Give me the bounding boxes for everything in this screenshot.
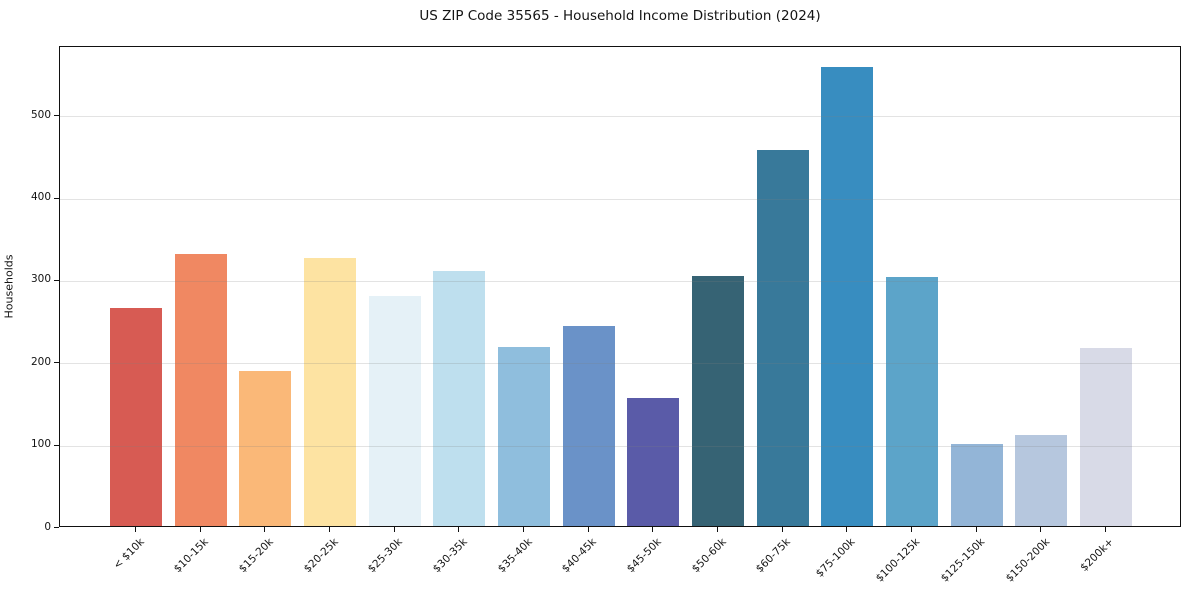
x-tick-label: $150-200k	[1003, 536, 1052, 585]
y-tick-mark	[54, 115, 59, 117]
bar	[304, 257, 357, 526]
x-tick-label: $20-25k	[301, 536, 341, 576]
x-tick-mark	[458, 527, 460, 532]
x-tick-mark	[652, 527, 654, 532]
bar	[174, 254, 227, 526]
y-axis-label: Households	[2, 254, 16, 319]
chart-title: US ZIP Code 35565 - Household Income Dis…	[419, 8, 821, 24]
y-tick-mark	[54, 444, 59, 446]
bar	[1079, 348, 1132, 526]
y-tick-mark	[54, 197, 59, 199]
x-tick-mark	[199, 527, 201, 532]
x-tick-label: $75-100k	[814, 536, 858, 580]
x-tick-mark	[135, 527, 137, 532]
x-tick-mark	[1104, 527, 1106, 532]
bar	[821, 67, 874, 526]
x-tick-label: $200k+	[1078, 536, 1117, 574]
bar	[691, 276, 744, 526]
x-tick-label: $50-60k	[689, 536, 729, 576]
x-tick-label: < $10k	[110, 536, 147, 572]
x-tick-mark	[393, 527, 395, 532]
y-tick-mark	[54, 362, 59, 364]
x-tick-label: $60-75k	[754, 536, 794, 576]
bar	[562, 325, 615, 526]
gridline	[60, 198, 1180, 200]
x-tick-label: $100-125k	[873, 536, 923, 585]
gridline	[60, 280, 1180, 282]
y-tick-label: 200	[30, 355, 51, 368]
bar	[239, 371, 292, 526]
bar	[885, 277, 938, 526]
y-tick-label: 100	[30, 438, 51, 451]
bar	[950, 444, 1003, 526]
y-tick-label: 300	[30, 273, 51, 286]
gridline	[60, 445, 1180, 447]
x-tick-label: $10-15k	[172, 536, 212, 576]
x-tick-mark	[781, 527, 783, 532]
x-tick-mark	[975, 527, 977, 532]
x-tick-label: $125-150k	[938, 536, 988, 585]
bar	[1015, 435, 1068, 526]
x-tick-mark	[329, 527, 331, 532]
bar	[627, 398, 680, 526]
bar	[756, 149, 809, 526]
x-tick-mark	[1040, 527, 1042, 532]
bar	[110, 307, 163, 526]
bar	[433, 270, 486, 526]
bar	[368, 296, 421, 526]
bar	[498, 347, 550, 526]
y-tick-mark	[54, 279, 59, 281]
gridline	[60, 116, 1180, 118]
y-tick-label: 500	[30, 108, 51, 121]
x-tick-label: $45-50k	[624, 536, 664, 576]
y-tick-label: 400	[30, 191, 51, 204]
x-tick-label: $25-30k	[366, 536, 406, 576]
gridline	[60, 363, 1180, 365]
y-tick-label: 0	[44, 520, 51, 533]
x-tick-mark	[846, 527, 848, 532]
x-tick-mark	[587, 527, 589, 532]
x-tick-label: $35-40k	[495, 536, 535, 576]
x-tick-mark	[910, 527, 912, 532]
x-tick-label: $40-45k	[560, 536, 600, 576]
x-tick-mark	[264, 527, 266, 532]
y-tick-mark	[54, 527, 59, 528]
x-tick-label: $15-20k	[236, 536, 276, 576]
plot-area	[59, 46, 1181, 527]
x-tick-label: $30-35k	[430, 536, 470, 576]
x-tick-mark	[716, 527, 718, 532]
x-tick-mark	[523, 527, 524, 532]
